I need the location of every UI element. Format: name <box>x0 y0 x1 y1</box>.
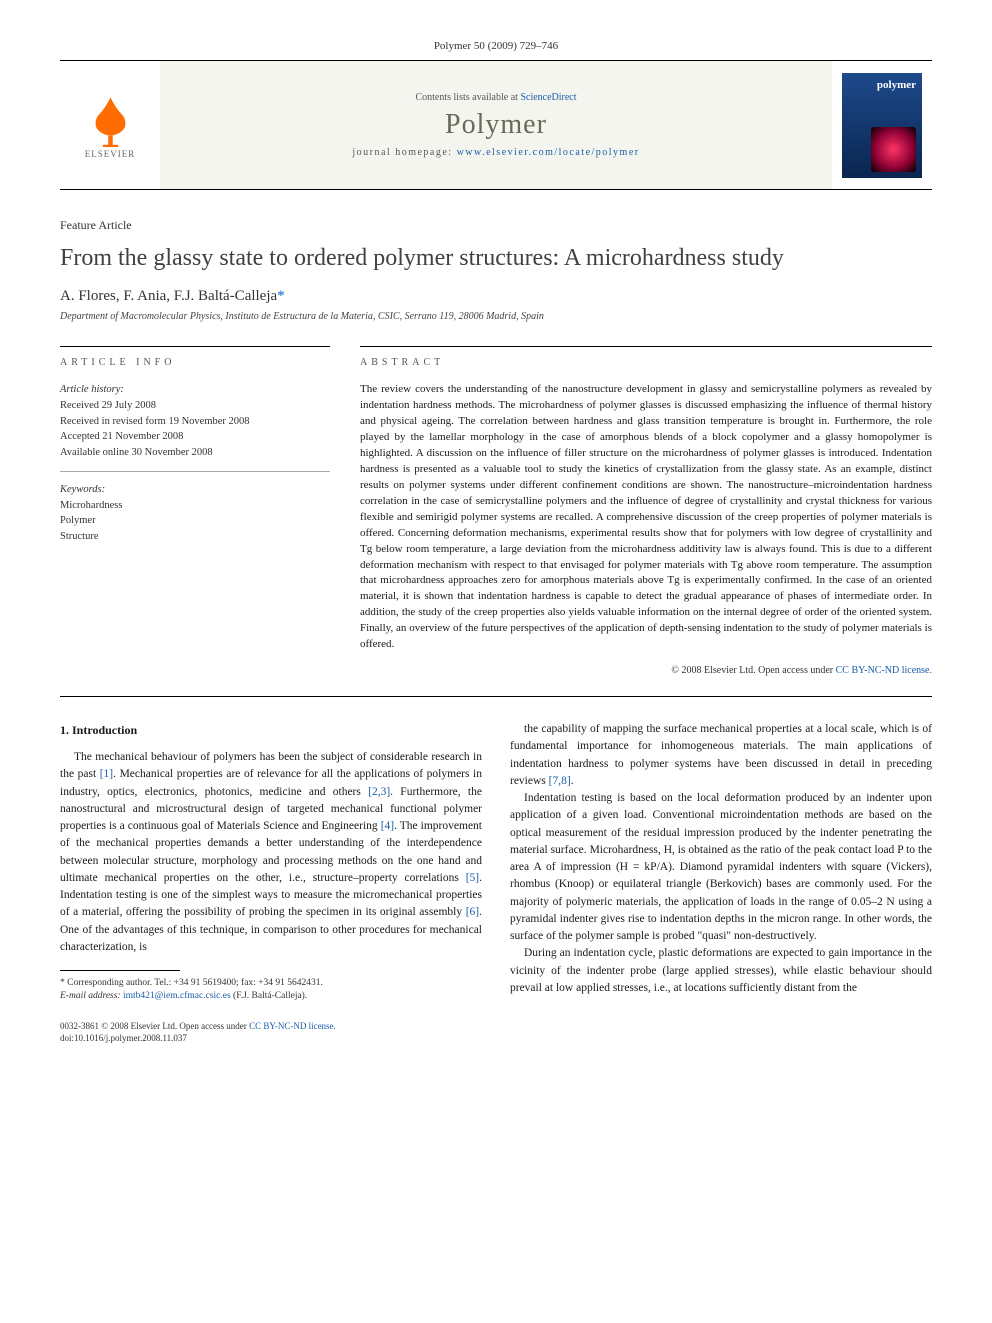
issn-line: 0032-3861 © 2008 Elsevier Ltd. Open acce… <box>60 1020 932 1033</box>
contents-prefix: Contents lists available at <box>415 92 520 103</box>
copyright-line: © 2008 Elsevier Ltd. Open access under C… <box>360 665 932 676</box>
section-number: 1. <box>60 723 69 737</box>
ref-link-1[interactable]: [1] <box>100 768 113 780</box>
copyright-text: © 2008 Elsevier Ltd. <box>671 665 758 676</box>
abstract-label: ABSTRACT <box>360 346 932 368</box>
elsevier-tree-icon <box>83 92 138 147</box>
article-type: Feature Article <box>60 218 932 233</box>
footer-license-prefix: Open access under <box>179 1021 249 1031</box>
issn-text: 0032-3861 © 2008 Elsevier Ltd. <box>60 1021 179 1031</box>
elsevier-logo: ELSEVIER <box>75 83 145 168</box>
email-footnote: E-mail address: imtb421@iem.cfmac.csic.e… <box>60 990 482 1003</box>
body-text: . <box>571 775 574 787</box>
email-label: E-mail address: <box>60 991 123 1001</box>
ref-link-23[interactable]: [2,3] <box>368 786 390 798</box>
abstract-text: The review covers the understanding of t… <box>360 382 932 653</box>
footer-license-link[interactable]: CC BY-NC-ND license. <box>249 1021 336 1031</box>
publisher-name: ELSEVIER <box>85 149 136 159</box>
email-link[interactable]: imtb421@iem.cfmac.csic.es <box>123 991 231 1001</box>
corresponding-footnote: * Corresponding author. Tel.: +34 91 561… <box>60 977 482 990</box>
journal-banner: ELSEVIER Contents lists available at Sci… <box>60 60 932 190</box>
section-title: Introduction <box>72 723 137 737</box>
journal-cover-thumbnail: polymer <box>842 73 922 178</box>
cover-thumb-block: polymer <box>832 61 932 189</box>
homepage-prefix: journal homepage: <box>352 147 456 158</box>
contents-line: Contents lists available at ScienceDirec… <box>415 92 576 103</box>
doi-line: doi:10.1016/j.polymer.2008.11.037 <box>60 1032 932 1045</box>
homepage-link[interactable]: www.elsevier.com/locate/polymer <box>457 147 640 158</box>
history-label: Article history: <box>60 382 330 398</box>
publisher-logo-block: ELSEVIER <box>60 61 160 189</box>
journal-name: Polymer <box>445 109 547 141</box>
page-footer: 0032-3861 © 2008 Elsevier Ltd. Open acce… <box>60 1020 932 1045</box>
email-person: (F.J. Baltá-Calleja). <box>231 991 308 1001</box>
body-paragraph-1: The mechanical behaviour of polymers has… <box>60 749 482 956</box>
banner-center: Contents lists available at ScienceDirec… <box>160 61 832 189</box>
article-title: From the glassy state to ordered polymer… <box>60 243 932 274</box>
article-info-block: Article history: Received 29 July 2008 R… <box>60 382 330 545</box>
right-body-column: the capability of mapping the surface me… <box>510 721 932 1004</box>
keyword-1: Microhardness <box>60 498 330 514</box>
left-body-column: 1. Introduction The mechanical behaviour… <box>60 721 482 1004</box>
accepted-date: Accepted 21 November 2008 <box>60 429 330 445</box>
cover-title: polymer <box>877 79 916 91</box>
affiliation: Department of Macromolecular Physics, In… <box>60 311 932 322</box>
footnote-separator <box>60 970 180 971</box>
corresponding-asterisk: * <box>277 288 285 304</box>
article-info-column: ARTICLE INFO Article history: Received 2… <box>60 346 330 676</box>
ref-link-5[interactable]: [5] <box>466 872 479 884</box>
body-paragraph-2: the capability of mapping the surface me… <box>510 721 932 790</box>
article-info-label: ARTICLE INFO <box>60 346 330 368</box>
authors-line: A. Flores, F. Ania, F.J. Baltá-Calleja* <box>60 288 932 305</box>
body-paragraph-4: During an indentation cycle, plastic def… <box>510 945 932 997</box>
online-date: Available online 30 November 2008 <box>60 445 330 461</box>
info-divider <box>60 471 330 472</box>
sciencedirect-link[interactable]: ScienceDirect <box>520 92 576 103</box>
keyword-3: Structure <box>60 529 330 545</box>
ref-link-6[interactable]: [6] <box>466 906 479 918</box>
abstract-column: ABSTRACT The review covers the understan… <box>360 346 932 676</box>
ref-link-78[interactable]: [7,8] <box>549 775 571 787</box>
license-prefix: Open access under <box>758 665 835 676</box>
received-date: Received 29 July 2008 <box>60 398 330 414</box>
body-columns: 1. Introduction The mechanical behaviour… <box>60 721 932 1004</box>
keyword-2: Polymer <box>60 513 330 529</box>
body-paragraph-3: Indentation testing is based on the loca… <box>510 790 932 945</box>
keywords-label: Keywords: <box>60 482 330 498</box>
revised-date: Received in revised form 19 November 200… <box>60 414 330 430</box>
main-divider <box>60 696 932 697</box>
cover-image <box>871 127 916 172</box>
section-heading: 1. Introduction <box>60 721 482 739</box>
citation-header: Polymer 50 (2009) 729–746 <box>60 40 932 52</box>
license-link[interactable]: CC BY-NC-ND license. <box>836 665 932 676</box>
authors: A. Flores, F. Ania, F.J. Baltá-Calleja <box>60 288 277 304</box>
ref-link-4[interactable]: [4] <box>381 820 394 832</box>
homepage-line: journal homepage: www.elsevier.com/locat… <box>352 147 639 158</box>
